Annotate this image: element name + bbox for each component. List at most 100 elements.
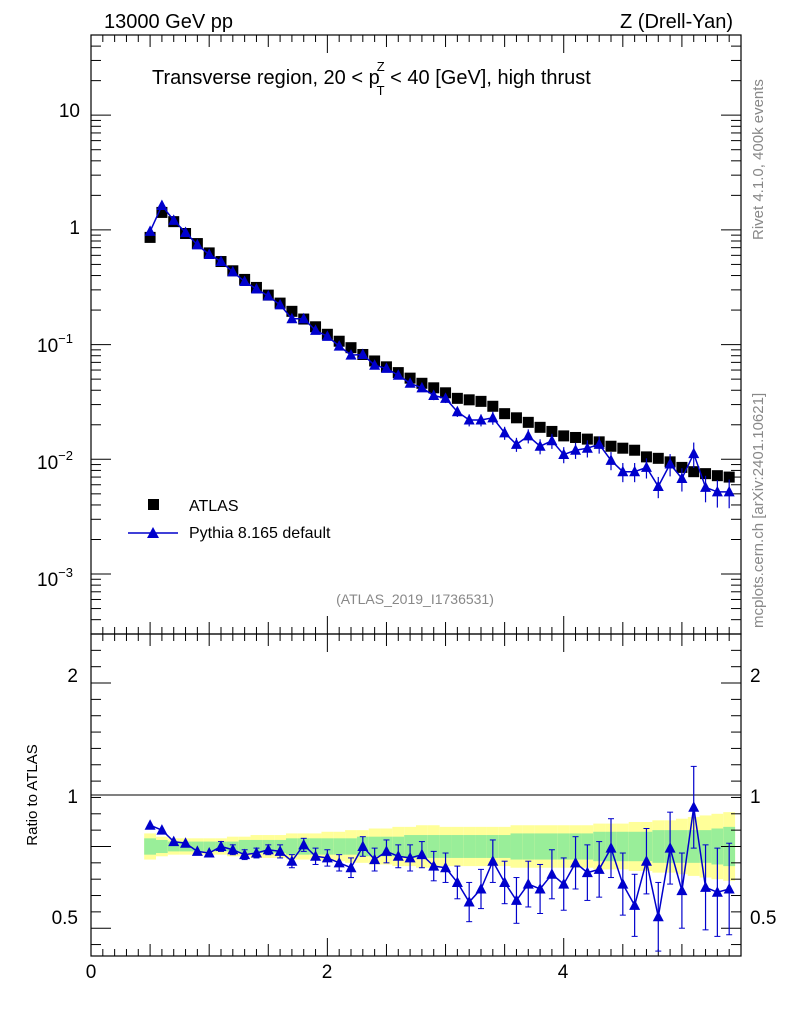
atlas-point	[700, 468, 712, 480]
ratio-point	[487, 855, 499, 866]
atlas-point	[463, 394, 475, 406]
x-tick-label-2: 2	[322, 962, 333, 983]
title-prefix: Transverse region, 20 < p	[152, 67, 380, 89]
ratio-band-inner	[451, 835, 464, 858]
pythia-point	[593, 438, 605, 449]
ratio-point	[522, 878, 534, 889]
ratio-band-inner	[534, 833, 546, 860]
pythia-point	[321, 330, 333, 341]
ratio-point	[333, 856, 345, 868]
pythia-point	[629, 465, 641, 477]
ratio-point	[688, 801, 700, 812]
ratio-band-inner	[475, 835, 487, 858]
ratio-point	[156, 824, 168, 835]
pythia-point	[215, 255, 227, 267]
pythia-point	[144, 225, 156, 236]
atlas-point	[711, 470, 723, 482]
pythia-point	[640, 461, 652, 472]
ratio-band-inner	[711, 828, 724, 865]
ratio-point	[392, 850, 404, 861]
ratio-point	[605, 842, 617, 853]
ratio-band-inner	[286, 838, 298, 855]
ratio-band-inner	[345, 838, 357, 855]
pythia-point	[463, 414, 475, 425]
ratio-point	[380, 845, 392, 856]
ratio-point	[652, 910, 664, 922]
ratio-band-inner	[321, 838, 334, 855]
pythia-point	[475, 414, 487, 425]
ratio-point	[546, 868, 558, 879]
ratio-point	[463, 896, 475, 907]
pythia-point	[652, 480, 664, 491]
analysis-id: (ATLAS_2019_I1736531)	[336, 591, 494, 607]
atlas-point	[451, 392, 463, 404]
ratio-band-inner	[546, 833, 558, 860]
ratio-band-inner	[616, 831, 629, 862]
ratio-data-marks	[144, 765, 735, 952]
ratio-point	[168, 835, 180, 847]
atlas-point	[475, 395, 487, 407]
legend-label-pythia: Pythia 8.165 default	[189, 525, 331, 542]
y-tick-label-10: 10	[59, 101, 80, 122]
pythia-point	[499, 426, 511, 438]
pythia-point	[581, 442, 593, 453]
ratio-band-inner	[156, 839, 168, 854]
ratio-point	[215, 840, 227, 851]
header-left: 13000 GeV pp	[104, 11, 233, 33]
pythia-point	[510, 438, 522, 449]
ratio-point	[203, 847, 215, 858]
pythia-point	[369, 359, 381, 370]
legend-marker-pythia	[147, 527, 159, 538]
pythia-point	[357, 348, 369, 359]
atlas-point	[510, 412, 522, 424]
pythia-point	[487, 411, 499, 423]
ratio-point	[451, 876, 463, 887]
pythia-point	[191, 238, 203, 250]
ratio-point	[499, 876, 511, 887]
ratio-point	[227, 843, 239, 855]
atlas-point	[345, 342, 357, 354]
x-tick-label-4: 4	[558, 962, 569, 983]
ratio-point	[321, 851, 333, 863]
title-sub: T	[377, 83, 385, 98]
pythia-point	[711, 485, 723, 497]
ratio-band-inner	[238, 839, 251, 854]
atlas-point	[144, 231, 156, 243]
pythia-point	[605, 454, 617, 465]
ratio-point	[570, 856, 582, 868]
pythia-point	[180, 226, 192, 237]
ratio-point	[180, 837, 192, 848]
ratio-band-inner	[628, 831, 641, 862]
pythia-point	[416, 381, 428, 393]
ratio-band-inner	[250, 839, 263, 854]
ratio-point	[664, 842, 676, 853]
pythia-point	[404, 377, 416, 388]
ratio-band-inner	[439, 835, 452, 858]
x-tick-label-0: 0	[86, 962, 97, 983]
ratio-point	[357, 840, 369, 851]
ratio-point	[640, 855, 652, 866]
pythia-point	[227, 265, 239, 277]
y-tick-label-0p01: 10−2	[37, 448, 73, 474]
atlas-point	[286, 305, 298, 317]
ratio-band-inner	[676, 830, 688, 863]
ratio-point	[345, 861, 357, 873]
ratio-point	[286, 855, 298, 866]
ratio-point	[262, 843, 274, 855]
atlas-point	[605, 440, 617, 452]
title-sup: Z	[377, 59, 385, 74]
ratio-point	[239, 848, 251, 860]
ratio-point	[475, 882, 487, 894]
title-suffix: < 40 [GeV], high thrust	[385, 67, 592, 89]
pythia-point	[428, 389, 440, 400]
atlas-point	[617, 442, 629, 454]
pythia-point	[676, 472, 688, 484]
pythia-point	[380, 362, 392, 373]
ratio-tick-label-1-right: 1	[750, 787, 761, 808]
rivet-version: Rivet 4.1.0, 400k events	[750, 79, 767, 240]
pythia-point	[558, 448, 570, 460]
ratio-point	[510, 894, 522, 905]
atlas-point	[688, 466, 700, 478]
header-right: Z (Drell-Yan)	[620, 11, 733, 33]
